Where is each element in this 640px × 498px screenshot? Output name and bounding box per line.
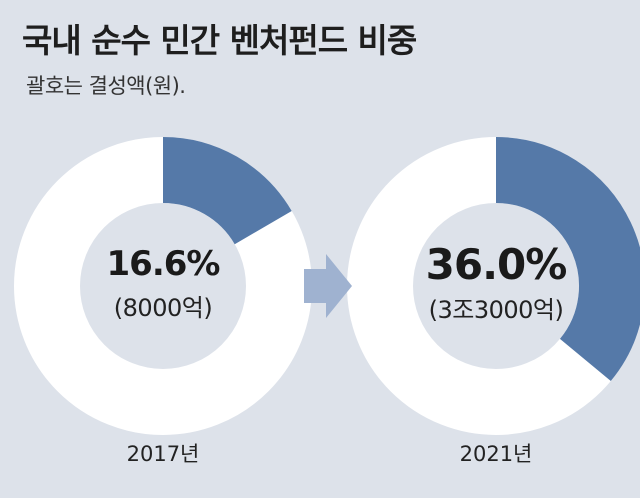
chart-title: 국내 순수 민간 벤처펀드 비중: [22, 21, 417, 60]
year-label-2017: 2017년: [126, 442, 200, 466]
year-label-2021: 2021년: [459, 442, 533, 466]
amount-label-2021: (3조3000억): [428, 296, 564, 324]
arrow-right-icon: [304, 254, 352, 318]
percent-label-2021: 36.0%: [425, 240, 568, 289]
percent-label-2017: 16.6%: [106, 244, 221, 284]
amount-label-2017: (8000억): [113, 294, 213, 322]
donut-2017-share-segment: [161, 137, 292, 246]
chart-subtitle: 괄호는 결성액(원).: [26, 74, 186, 98]
donut-2021-share-segment: [494, 137, 640, 381]
